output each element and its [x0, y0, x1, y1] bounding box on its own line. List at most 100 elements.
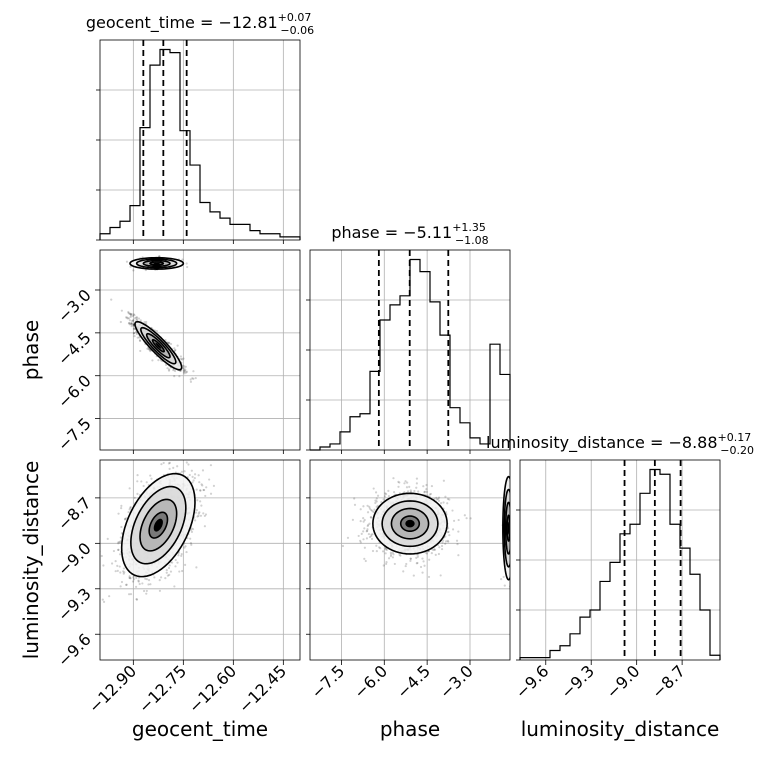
sample-point: [512, 501, 514, 503]
sample-point: [124, 316, 128, 319]
sample-point: [433, 497, 436, 500]
sample-point: [127, 593, 131, 596]
sample-point: [435, 498, 439, 501]
sample-point: [128, 312, 131, 315]
sample-point: [167, 566, 171, 570]
sample-point: [447, 540, 450, 543]
sample-point: [451, 528, 455, 531]
contour-line: [372, 492, 448, 555]
sample-point: [125, 517, 128, 520]
sample-point: [437, 496, 441, 499]
panel-content: [100, 457, 216, 603]
x-axis-label-geocent_time: geocent_time: [132, 717, 268, 741]
density-peak: [153, 262, 160, 265]
sample-point: [150, 477, 153, 480]
sample-point: [173, 585, 176, 588]
sample-point: [197, 514, 200, 517]
sample-point: [138, 339, 142, 343]
x-tick-label: −12.75: [135, 661, 190, 716]
sample-point: [118, 565, 121, 568]
sample-point: [441, 541, 444, 544]
sample-point: [500, 578, 503, 581]
sample-point: [135, 598, 138, 601]
sample-point: [375, 544, 378, 547]
sample-point: [367, 532, 371, 536]
sample-point: [147, 347, 150, 351]
sample-point: [180, 470, 184, 473]
sample-point: [159, 576, 163, 579]
sample-point: [117, 548, 120, 551]
sample-point: [363, 546, 366, 549]
sample-point: [438, 546, 441, 549]
sample-point: [382, 564, 385, 567]
sample-point: [145, 592, 148, 595]
sample-point: [376, 504, 379, 507]
sample-point: [423, 490, 427, 493]
sample-point: [168, 368, 171, 371]
contour-line: [390, 507, 430, 540]
sample-point: [137, 317, 141, 320]
sample-point: [166, 367, 169, 370]
x-tick-label: −9.0: [603, 661, 644, 702]
sample-point: [185, 370, 189, 373]
sample-point: [173, 347, 176, 350]
contour-line: [134, 320, 183, 371]
sample-point: [110, 298, 113, 301]
sample-point: [374, 491, 378, 494]
sample-point: [187, 463, 190, 466]
sample-point: [128, 319, 131, 322]
x-axis-luminosity_distance: −9.6 −9.3 −9.0 −8.7 luminosity_distance: [512, 660, 719, 741]
sample-point: [367, 523, 370, 526]
sample-point: [139, 319, 142, 322]
sample-point: [130, 313, 133, 316]
contour-line: [139, 498, 178, 552]
sample-point: [405, 486, 409, 489]
sample-point: [120, 525, 123, 529]
sample-point: [174, 558, 177, 562]
sample-point: [127, 510, 130, 514]
sample-point: [172, 369, 175, 372]
sample-point: [160, 463, 163, 466]
sample-point: [513, 567, 515, 569]
sample-point: [416, 561, 419, 565]
sample-point: [180, 554, 183, 557]
sample-point: [384, 548, 387, 551]
sample-point: [375, 500, 378, 503]
sample-point: [385, 548, 388, 551]
sample-point: [387, 494, 390, 498]
sample-point: [359, 541, 362, 544]
sample-point: [132, 323, 135, 326]
sample-point: [146, 347, 149, 350]
sample-point: [194, 376, 197, 380]
sample-point: [199, 489, 202, 492]
sample-point: [177, 554, 180, 557]
x-tick-label: −12.60: [185, 661, 240, 716]
sample-point: [189, 529, 193, 532]
sample-point: [120, 580, 124, 584]
sample-point: [341, 544, 345, 548]
sample-point: [167, 369, 171, 372]
sample-point: [159, 457, 161, 459]
sample-point: [384, 552, 387, 555]
sample-point: [457, 554, 460, 557]
sample-point: [193, 473, 197, 476]
sample-point: [145, 578, 149, 581]
sample-point: [129, 505, 132, 509]
sample-point: [151, 359, 154, 362]
sample-point: [408, 485, 411, 488]
y-tick-label: −8.7: [54, 493, 95, 534]
sample-point: [130, 322, 133, 326]
y-tick-label: −9.6: [54, 630, 95, 671]
sample-point: [371, 509, 374, 513]
sample-point: [371, 549, 375, 553]
sample-point: [138, 336, 141, 339]
sample-point: [124, 517, 127, 520]
sample-point: [114, 570, 117, 573]
sample-point: [192, 370, 195, 373]
sample-point: [132, 319, 135, 322]
sample-point: [376, 494, 380, 497]
sample-point: [197, 512, 200, 515]
y-tick-label: −3.0: [54, 285, 95, 326]
sample-point: [512, 509, 514, 511]
sample-point: [439, 574, 442, 577]
